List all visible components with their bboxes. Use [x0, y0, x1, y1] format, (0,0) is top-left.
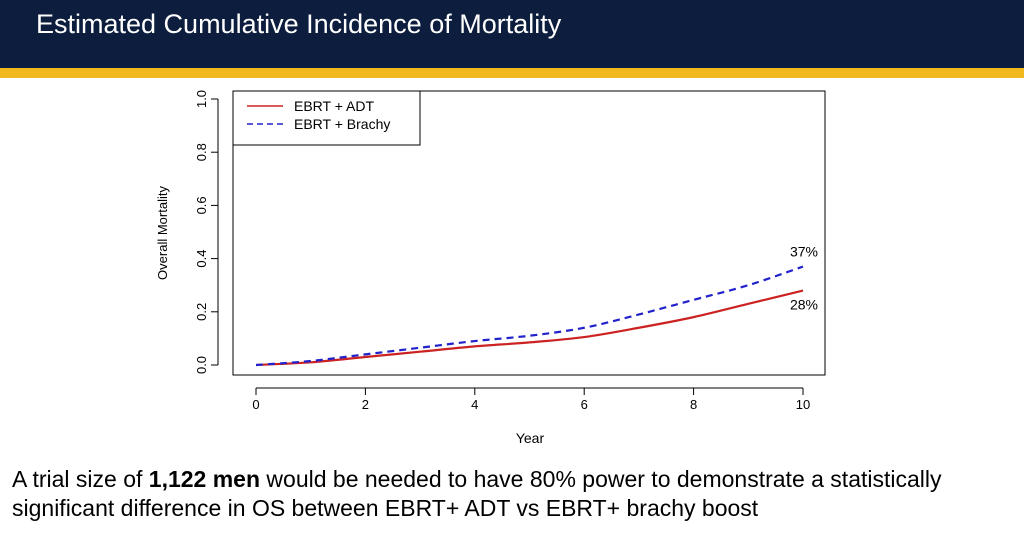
- legend: EBRT + ADT EBRT + Brachy: [232, 90, 421, 146]
- x-axis: 0 2 4 6 8 10: [252, 387, 810, 412]
- chart-container: 0.0 0.2 0.4 0.6 0.8 1.0 0 2 4 6 8 10 37% 28% EBRT +…: [0, 78, 1024, 458]
- y-tick-label: 1.0: [194, 90, 209, 108]
- x-tick-label: 10: [796, 397, 810, 412]
- series-layer: [255, 265, 804, 367]
- y-tick-label: 0.6: [194, 196, 209, 214]
- accent-bar: [0, 68, 1024, 78]
- y-axis: 0.0 0.2 0.4 0.6 0.8 1.0: [194, 90, 219, 374]
- x-tick-label: 8: [690, 397, 697, 412]
- legend-label-2: EBRT + Brachy: [294, 116, 390, 132]
- series-line-2: [255, 265, 804, 367]
- legend-label-1: EBRT + ADT: [294, 98, 374, 114]
- x-axis-label: Year: [516, 430, 545, 446]
- y-axis-label: Overall Mortality: [155, 186, 170, 280]
- y-tick-label: 0.0: [194, 356, 209, 374]
- x-tick-label: 4: [471, 397, 478, 412]
- caption-text-1: A trial size of: [12, 466, 149, 492]
- y-tick-label: 0.8: [194, 143, 209, 161]
- plot-frame: [232, 90, 826, 376]
- caption-bold: 1,122 men: [148, 466, 261, 492]
- y-tick-label: 0.2: [194, 303, 209, 321]
- legend-box: [232, 90, 421, 146]
- x-tick-label: 2: [362, 397, 369, 412]
- y-tick-label: 0.4: [194, 250, 209, 268]
- slide-title: Estimated Cumulative Incidence of Mortal…: [36, 9, 562, 39]
- slide-header: Estimated Cumulative Incidence of Mortal…: [0, 0, 1024, 68]
- annotation-label-2: 28%: [790, 297, 818, 313]
- annotation-label-1: 37%: [790, 244, 818, 260]
- caption: A trial size of 1,122 men would be neede…: [12, 465, 1017, 523]
- mortality-chart: 0.0 0.2 0.4 0.6 0.8 1.0 0 2 4 6 8 10 37% 28% EBRT +…: [155, 90, 826, 446]
- caption-text-2: would be needed to have 80% power to dem…: [12, 466, 942, 521]
- annotation-layer: 37% 28%: [790, 244, 818, 313]
- series-line-1: [255, 289, 804, 367]
- x-tick-label: 6: [581, 397, 588, 412]
- x-tick-label: 0: [252, 397, 259, 412]
